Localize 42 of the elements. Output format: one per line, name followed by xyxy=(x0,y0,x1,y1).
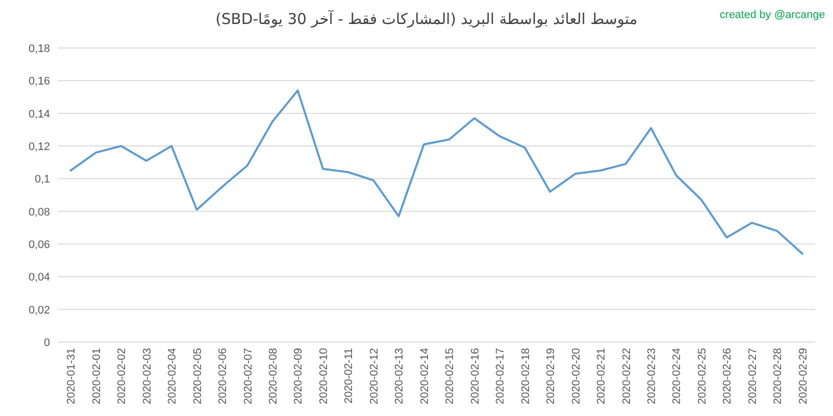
x-tick-label: 2020-02-12 xyxy=(368,348,380,404)
x-tick-label: 2020-02-04 xyxy=(166,348,179,404)
x-tick-label: 2020-02-07 xyxy=(242,348,254,404)
x-tick-label: 2020-02-01 xyxy=(90,348,103,404)
x-tick-label: 2020-02-05 xyxy=(192,348,204,404)
x-tick-label: 2020-02-23 xyxy=(646,348,658,404)
x-tick-label: 2020-02-29 xyxy=(797,348,810,404)
y-tick-label: 0,18 xyxy=(28,43,50,55)
x-tick-label: 2020-02-13 xyxy=(394,348,406,404)
x-tick-label: 2020-02-03 xyxy=(141,348,154,404)
y-tick-label: 0,1 xyxy=(34,174,50,186)
x-tick-label: 2020-02-22 xyxy=(620,348,633,404)
x-tick-label: 2020-01-31 xyxy=(66,348,78,404)
chart-title: متوسط العائد بواسطة البريد (المشاركات فقط - آخر 30 يومًا-SBD) xyxy=(216,9,638,28)
x-tick-label: 2020-02-06 xyxy=(217,348,230,404)
x-tick-label: 2020-02-15 xyxy=(444,348,456,404)
y-tick-label: 0,08 xyxy=(28,206,50,218)
y-tick-label: 0 xyxy=(44,337,50,349)
x-tick-label: 2020-02-02 xyxy=(116,348,128,404)
x-tick-label: 2020-02-20 xyxy=(570,348,582,404)
y-tick-label: 0,16 xyxy=(28,76,50,88)
y-tick-label: 0,04 xyxy=(28,272,50,284)
y-tick-label: 0,14 xyxy=(28,108,50,120)
x-tick-label: 2020-02-24 xyxy=(671,348,684,404)
x-tick-label: 2020-02-28 xyxy=(772,348,784,404)
x-tick-label: 2020-02-14 xyxy=(418,348,431,404)
x-tick-label: 2020-02-08 xyxy=(267,348,280,404)
x-tick-label: 2020-02-18 xyxy=(520,348,532,404)
x-tick-label: 2020-02-11 xyxy=(343,348,356,404)
x-tick-label: 2020-02-19 xyxy=(545,348,558,404)
x-tick-label: 2020-02-27 xyxy=(746,348,759,404)
x-tick-label: 2020-02-10 xyxy=(318,348,330,404)
x-tick-label: 2020-02-25 xyxy=(696,348,708,404)
x-tick-label: 2020-02-21 xyxy=(596,348,608,404)
x-tick-label: 2020-02-26 xyxy=(722,348,734,404)
x-tick-label: 2020-02-09 xyxy=(292,348,305,404)
x-tick-label: 2020-02-17 xyxy=(494,348,507,404)
text: created by @arcange xyxy=(720,9,825,21)
y-tick-label: 0,06 xyxy=(28,239,50,251)
y-tick-label: 0,12 xyxy=(28,141,50,153)
y-tick-label: 0,02 xyxy=(28,304,50,316)
x-tick-label: 2020-02-16 xyxy=(469,348,482,404)
